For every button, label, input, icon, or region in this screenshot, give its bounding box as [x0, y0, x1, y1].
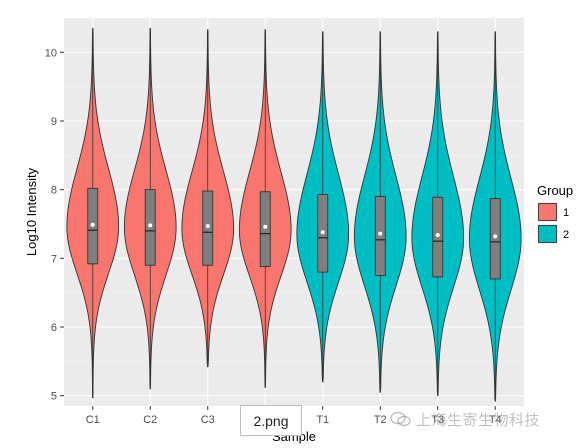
violin-T3 [411, 31, 465, 397]
legend-swatch-1 [538, 203, 557, 221]
y-axis-title: Log10 Intensity [24, 167, 39, 256]
watermark: 上海生寄生物科技 [390, 408, 540, 430]
mean-point [90, 222, 95, 227]
box-iqr [489, 198, 501, 280]
x-tick-label: C2 [143, 414, 157, 426]
box-iqr [259, 191, 271, 268]
legend-swatch-2 [538, 225, 557, 243]
x-tick-label: T4 [489, 414, 502, 426]
y-tick-label: 6 [51, 322, 57, 334]
box-iqr [374, 196, 386, 276]
violin-T2 [353, 31, 407, 393]
mean-point [205, 224, 210, 229]
watermark-text: 上海生寄生物科技 [416, 410, 541, 429]
violin-C1 [66, 27, 120, 399]
mean-point [493, 234, 498, 239]
mean-point [263, 224, 268, 229]
legend-title: Group [537, 183, 573, 198]
mean-point [435, 233, 440, 238]
legend: Group 1 2 [537, 183, 573, 244]
x-tick-label: C3 [201, 414, 215, 426]
mean-point [378, 231, 383, 236]
violin-C2 [123, 27, 177, 390]
y-tick-label: 8 [51, 185, 57, 197]
mean-point [148, 223, 153, 228]
y-tick-label: 7 [51, 253, 57, 265]
x-tick-label: C1 [86, 414, 100, 426]
violin-C3 [181, 29, 235, 368]
y-tick-label: 9 [51, 116, 57, 128]
x-tick-label: T1 [316, 414, 329, 426]
file-name-tag: 2.png [240, 405, 302, 436]
y-tick-label: 5 [51, 391, 57, 403]
box-iqr [202, 190, 214, 266]
mean-point [320, 230, 325, 235]
wechat-icon [390, 411, 411, 427]
violin-T4 [468, 31, 522, 402]
legend-label-2: 2 [563, 229, 569, 241]
y-tick-label: 10 [45, 47, 57, 59]
violin-T1 [296, 31, 350, 383]
legend-label-1: 1 [563, 207, 569, 219]
x-tick-label: T3 [431, 414, 444, 426]
x-tick-label: T2 [374, 414, 387, 426]
box-iqr [432, 196, 444, 278]
box-iqr [144, 189, 156, 266]
violin-C4 [238, 29, 292, 388]
